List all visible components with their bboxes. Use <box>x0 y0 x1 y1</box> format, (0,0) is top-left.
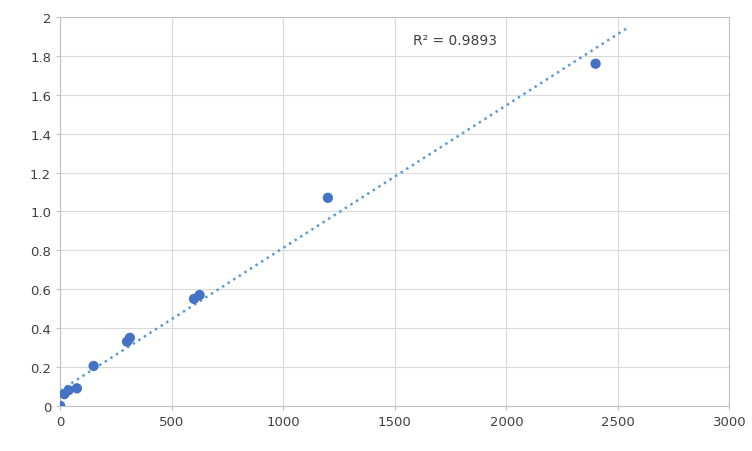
Point <box>59 391 71 398</box>
Point <box>322 195 334 202</box>
Point <box>87 363 99 370</box>
Point <box>124 335 136 342</box>
Text: R² = 0.9893: R² = 0.9893 <box>413 33 496 47</box>
Point <box>590 61 602 68</box>
Point <box>54 402 66 410</box>
Point <box>188 296 200 303</box>
Point <box>121 338 133 345</box>
Point <box>71 385 83 392</box>
Point <box>62 387 74 394</box>
Point <box>193 292 205 299</box>
